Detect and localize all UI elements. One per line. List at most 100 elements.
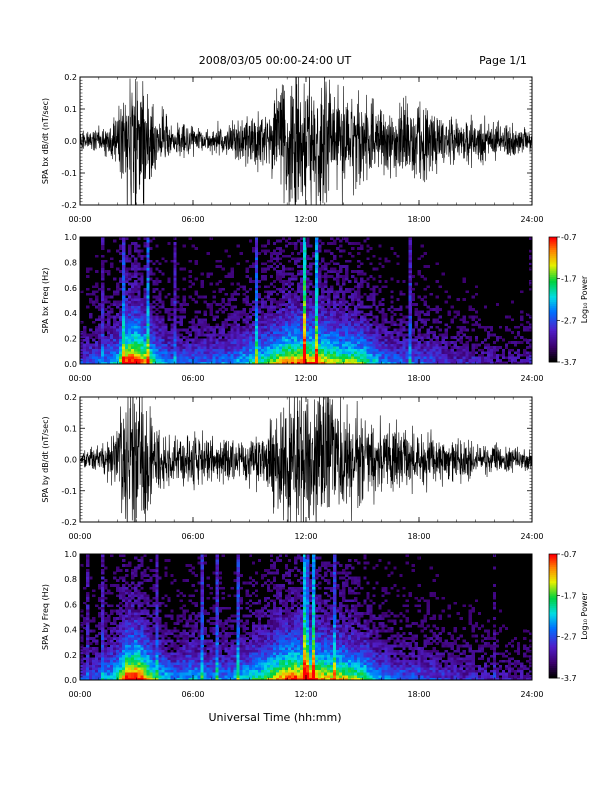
- heatmap-cell: [191, 356, 195, 360]
- heatmap-cell: [357, 351, 361, 355]
- heatmap-cell: [357, 338, 361, 342]
- heatmap-cell: [131, 677, 135, 681]
- heatmap-cell: [98, 361, 102, 365]
- heatmap-cell: [272, 325, 277, 329]
- heatmap-cell: [146, 303, 150, 306]
- heatmap-cell: [293, 356, 298, 360]
- heatmap-cell: [345, 305, 349, 309]
- heatmap-cell: [257, 338, 262, 342]
- heatmap-cell: [86, 591, 90, 595]
- heatmap-cell: [281, 333, 286, 337]
- heatmap-cell: [254, 303, 259, 306]
- heatmap-cell: [119, 632, 123, 635]
- heatmap-cell: [327, 336, 331, 339]
- heatmap-cell: [101, 649, 105, 653]
- heatmap-cell: [306, 280, 310, 284]
- heatmap-cell: [125, 609, 129, 613]
- heatmap-cell: [137, 584, 141, 588]
- heatmap-cell: [375, 343, 379, 347]
- heatmap-cell: [254, 252, 259, 256]
- heatmap-cell: [423, 295, 427, 299]
- heatmap-cell: [348, 330, 352, 334]
- heatmap-cell: [354, 242, 358, 245]
- heatmap-cell: [110, 652, 114, 656]
- heatmap-cell: [140, 249, 144, 253]
- heatmap-cell: [390, 333, 394, 337]
- heatmap-cell: [161, 356, 165, 360]
- heatmap-cell: [113, 622, 117, 625]
- heatmap-cell: [420, 275, 424, 278]
- heatmap-cell: [296, 272, 301, 276]
- heatmap-cell: [107, 614, 111, 618]
- heatmap-cell: [131, 290, 135, 294]
- heatmap-cell: [122, 285, 126, 289]
- heatmap-cell: [137, 566, 141, 570]
- heatmap-cell: [173, 267, 177, 271]
- heatmap-cell: [522, 351, 527, 355]
- heatmap-cell: [299, 333, 304, 337]
- heatmap-cell: [263, 290, 268, 294]
- heatmap-cell: [125, 308, 129, 311]
- heatmap-cell: [140, 556, 144, 560]
- heatmap-cell: [233, 333, 237, 337]
- heatmap-cell: [299, 270, 304, 273]
- heatmap-cell: [89, 576, 93, 580]
- heatmap-cell: [110, 644, 114, 648]
- heatmap-cell: [230, 328, 234, 332]
- heatmap-cell: [221, 267, 225, 271]
- heatmap-cell: [408, 315, 412, 319]
- heatmap-cell: [357, 341, 361, 344]
- heatmap-cell: [146, 659, 150, 663]
- heatmap-cell: [137, 659, 141, 663]
- heatmap-cell: [152, 318, 156, 322]
- heatmap-cell: [447, 295, 451, 299]
- heatmap-cell: [263, 252, 268, 256]
- heatmap-cell: [525, 313, 530, 317]
- heatmap-cell: [221, 338, 225, 342]
- heatmap-cell: [272, 300, 277, 304]
- heatmap-cell: [164, 341, 168, 344]
- heatmap-cell: [330, 356, 334, 360]
- heatmap-cell: [257, 358, 262, 362]
- heatmap-cell: [399, 320, 403, 324]
- heatmap-cell: [83, 361, 87, 365]
- heatmap-cell: [474, 336, 479, 339]
- heatmap-cell: [459, 338, 463, 342]
- heatmap-cell: [507, 353, 512, 357]
- heatmap-cell: [287, 310, 292, 314]
- heatmap-cell: [393, 356, 397, 360]
- heatmap-cell: [236, 315, 240, 319]
- heatmap-cell: [272, 267, 277, 271]
- heatmap-cell: [248, 336, 253, 339]
- heatmap-cell: [327, 348, 331, 352]
- heatmap-cell: [95, 674, 99, 678]
- heatmap-cell: [98, 353, 102, 357]
- heatmap-cells: [80, 554, 533, 681]
- heatmap-cell: [134, 242, 138, 245]
- heatmap-cell: [284, 310, 289, 314]
- heatmap-cell: [369, 295, 373, 299]
- heatmap-cell: [345, 290, 349, 294]
- heatmap-cell: [387, 320, 391, 324]
- heatmap-cell: [444, 343, 448, 347]
- heatmap-cell: [306, 361, 310, 365]
- heatmap-cell: [221, 300, 225, 304]
- heatmap-cell: [408, 295, 412, 299]
- heatmap-cell: [444, 323, 448, 327]
- heatmap-cell: [137, 237, 141, 240]
- heatmap-cell: [239, 351, 244, 355]
- heatmap-cell: [420, 338, 424, 342]
- heatmap-cell: [369, 287, 373, 291]
- heatmap-cell: [119, 338, 123, 342]
- heatmap-cell: [101, 609, 105, 613]
- heatmap-cell: [215, 315, 219, 319]
- heatmap-cell: [173, 277, 177, 281]
- heatmap-cell: [137, 264, 141, 268]
- heatmap-cell: [342, 353, 346, 357]
- heatmap-cell: [302, 254, 307, 258]
- heatmap-cell: [218, 325, 222, 329]
- heatmap-cell: [450, 346, 454, 350]
- heatmap-cell: [125, 564, 129, 567]
- heatmap-cell: [254, 239, 259, 243]
- heatmap-cell: [293, 338, 298, 342]
